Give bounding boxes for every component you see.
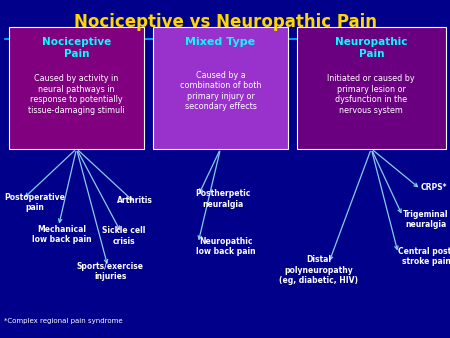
- Text: Nociceptive vs Neuropathic Pain: Nociceptive vs Neuropathic Pain: [73, 13, 377, 31]
- FancyBboxPatch shape: [297, 27, 446, 149]
- Text: Sports/exercise
injuries: Sports/exercise injuries: [77, 262, 144, 281]
- FancyBboxPatch shape: [153, 27, 288, 149]
- Text: Trigeminal
neuralgia: Trigeminal neuralgia: [403, 210, 448, 229]
- Text: Sickle cell
crisis: Sickle cell crisis: [102, 226, 145, 246]
- Text: *Complex regional pain syndrome: *Complex regional pain syndrome: [4, 318, 123, 324]
- Text: Neuropathic
low back pain: Neuropathic low back pain: [196, 237, 256, 256]
- Text: Neuropathic
Pain: Neuropathic Pain: [335, 37, 408, 59]
- Text: Caused by a
combination of both
primary injury or
secondary effects: Caused by a combination of both primary …: [180, 71, 261, 111]
- Text: Caused by activity in
neural pathways in
response to potentially
tissue-damaging: Caused by activity in neural pathways in…: [28, 74, 125, 115]
- Text: Distal
polyneuropathy
(eg, diabetic, HIV): Distal polyneuropathy (eg, diabetic, HIV…: [279, 255, 358, 285]
- Text: Mechanical
low back pain: Mechanical low back pain: [32, 225, 91, 244]
- Text: CRPS*: CRPS*: [421, 183, 447, 192]
- Text: Nociceptive
Pain: Nociceptive Pain: [42, 37, 111, 59]
- Text: Postoperative
pain: Postoperative pain: [4, 193, 65, 212]
- Text: Mixed Type: Mixed Type: [185, 37, 256, 47]
- Text: Initiated or caused by
primary lesion or
dysfunction in the
nervous system: Initiated or caused by primary lesion or…: [328, 74, 415, 115]
- FancyBboxPatch shape: [9, 27, 144, 149]
- Text: Arthritis: Arthritis: [117, 196, 153, 205]
- Text: Central post-
stroke pain: Central post- stroke pain: [398, 247, 450, 266]
- Text: Postherpetic
neuralgia: Postherpetic neuralgia: [196, 189, 251, 209]
